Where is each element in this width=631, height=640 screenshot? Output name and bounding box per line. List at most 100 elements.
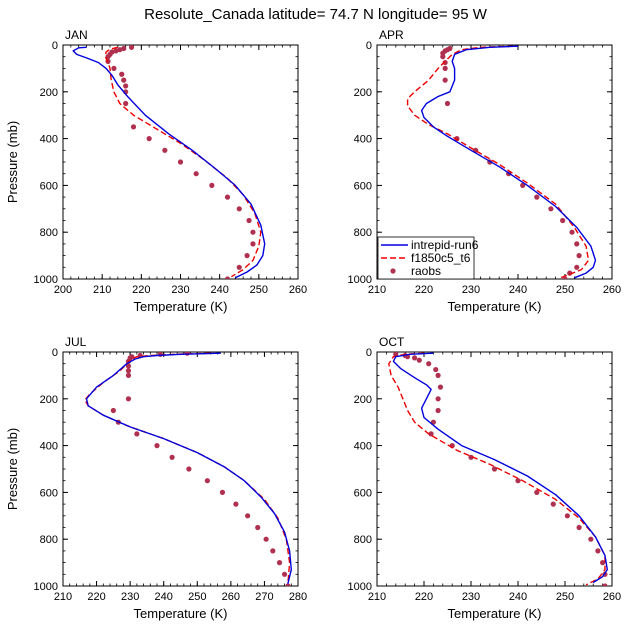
panels: JAN 200 210 220 230 240 250 260 0 200 400 600 800 100… bbox=[5, 28, 621, 621]
panel-jan: JAN 200 210 220 230 240 250 260 0 200 400 600 800 100… bbox=[5, 28, 307, 314]
x-tick-label: 250 bbox=[250, 284, 268, 296]
raobs-point bbox=[219, 489, 226, 495]
raobs-point bbox=[123, 100, 129, 107]
raobs-point bbox=[442, 59, 448, 66]
raobs-point bbox=[246, 217, 252, 224]
panel-label: APR bbox=[379, 28, 404, 42]
x-tick-label: 230 bbox=[462, 284, 480, 296]
x-tick-label: 260 bbox=[222, 591, 240, 603]
intrepid-run6-line bbox=[85, 352, 292, 584]
raobs-point bbox=[154, 443, 160, 449]
y-tick-label: 1000 bbox=[34, 274, 58, 286]
raobs-point bbox=[600, 560, 606, 566]
x-tick-label: 260 bbox=[289, 284, 307, 296]
y-tick-label: 600 bbox=[354, 180, 372, 192]
raobs-point bbox=[177, 159, 184, 165]
y-tick-label: 400 bbox=[40, 134, 58, 146]
raobs-point bbox=[245, 513, 251, 519]
raobs-point bbox=[250, 241, 256, 247]
panel-jul: JUL 210 220 230 240 250 260 270 280 0 200 400 600 800… bbox=[5, 335, 307, 621]
raobs-point bbox=[588, 536, 594, 542]
raobs-point bbox=[550, 501, 556, 507]
y-tick-label: 0 bbox=[366, 347, 372, 359]
raobs-point bbox=[412, 355, 418, 361]
raobs-point bbox=[209, 182, 215, 188]
raobs-point bbox=[204, 478, 210, 484]
raobs-point bbox=[125, 368, 132, 374]
x-tick-label: 230 bbox=[121, 591, 139, 603]
x-tick-label: 240 bbox=[509, 284, 527, 296]
raobs-point bbox=[442, 77, 448, 83]
y-tick-label: 0 bbox=[52, 40, 58, 52]
intrepid-run6-line bbox=[392, 352, 608, 584]
x-tick-label: 220 bbox=[415, 591, 433, 603]
y-axis-label: Pressure (mb) bbox=[5, 428, 20, 510]
raobs-point bbox=[162, 147, 168, 153]
x-axis-label: Temperature (K) bbox=[448, 299, 542, 314]
raobs-point bbox=[110, 407, 116, 414]
x-tick-label: 240 bbox=[155, 591, 173, 603]
y-tick-label: 1000 bbox=[34, 581, 58, 593]
raobs-point bbox=[134, 431, 140, 437]
y-tick-label: 800 bbox=[40, 534, 58, 546]
legend-label: f1850c5_t6 bbox=[411, 251, 471, 265]
y-axis-label: Pressure (mb) bbox=[5, 121, 20, 203]
x-axis-label: Temperature (K) bbox=[134, 606, 228, 621]
raobs-point bbox=[236, 206, 242, 212]
y-tick-label: 800 bbox=[354, 534, 372, 546]
plot-frame bbox=[62, 351, 299, 587]
series-group bbox=[84, 352, 292, 586]
raobs-point bbox=[105, 54, 111, 60]
raobs-point bbox=[515, 478, 521, 484]
raobs-point bbox=[224, 276, 231, 279]
intrepid-run6-line bbox=[420, 45, 597, 279]
x-tick-label: 220 bbox=[415, 284, 433, 296]
x-tick-label: 210 bbox=[368, 591, 386, 603]
raobs-point bbox=[435, 407, 441, 414]
x-tick-label: 260 bbox=[603, 284, 621, 296]
x-tick-label: 230 bbox=[462, 591, 480, 603]
raobs-point bbox=[595, 548, 601, 554]
x-tick-label: 210 bbox=[54, 591, 72, 603]
raobs-point bbox=[233, 501, 239, 507]
x-tick-label: 250 bbox=[556, 591, 574, 603]
panel-oct: OCT 210 220 230 240 250 260 0 200 400 600 800 1000 Te… bbox=[348, 335, 622, 621]
legend-marker-raobs bbox=[390, 268, 396, 274]
intrepid-run6-line bbox=[72, 46, 266, 279]
x-tick-label: 270 bbox=[255, 591, 273, 603]
x-tick-label: 220 bbox=[132, 284, 150, 296]
raobs-point bbox=[444, 100, 451, 107]
raobs-point bbox=[276, 560, 283, 566]
raobs-point bbox=[193, 171, 199, 177]
raobs-point bbox=[534, 194, 540, 200]
y-tick-label: 200 bbox=[40, 87, 58, 99]
raobs-point bbox=[576, 253, 582, 259]
raobs-point bbox=[564, 513, 570, 519]
y-tick-label: 400 bbox=[354, 134, 372, 146]
x-tick-label: 210 bbox=[368, 284, 386, 296]
raobs-point bbox=[224, 194, 231, 200]
x-tick-label: 200 bbox=[54, 284, 72, 296]
raobs-point bbox=[576, 524, 582, 531]
raobs-point bbox=[119, 71, 125, 77]
raobs-point bbox=[534, 489, 540, 495]
x-axis-label: Temperature (K) bbox=[134, 299, 228, 314]
legend-label: raobs bbox=[411, 264, 441, 278]
raobs-point bbox=[433, 366, 439, 373]
raobs-point bbox=[128, 45, 135, 50]
raobs-point bbox=[169, 454, 175, 460]
raobs-point bbox=[437, 384, 444, 390]
y-tick-label: 200 bbox=[354, 87, 372, 99]
y-tick-label: 200 bbox=[40, 394, 58, 406]
raobs-point bbox=[560, 217, 566, 224]
y-tick-label: 0 bbox=[52, 347, 58, 359]
panel-apr: APR 210 220 230 240 250 260 0 200 400 600 800 1000 Te… bbox=[348, 28, 622, 314]
raobs-point bbox=[281, 571, 288, 577]
y-tick-label: 800 bbox=[40, 227, 58, 239]
x-tick-label: 230 bbox=[171, 284, 189, 296]
f1850c5_t6-line bbox=[104, 46, 262, 278]
x-tick-label: 220 bbox=[87, 591, 105, 603]
series-group bbox=[72, 45, 266, 279]
y-tick-label: 400 bbox=[354, 441, 372, 453]
